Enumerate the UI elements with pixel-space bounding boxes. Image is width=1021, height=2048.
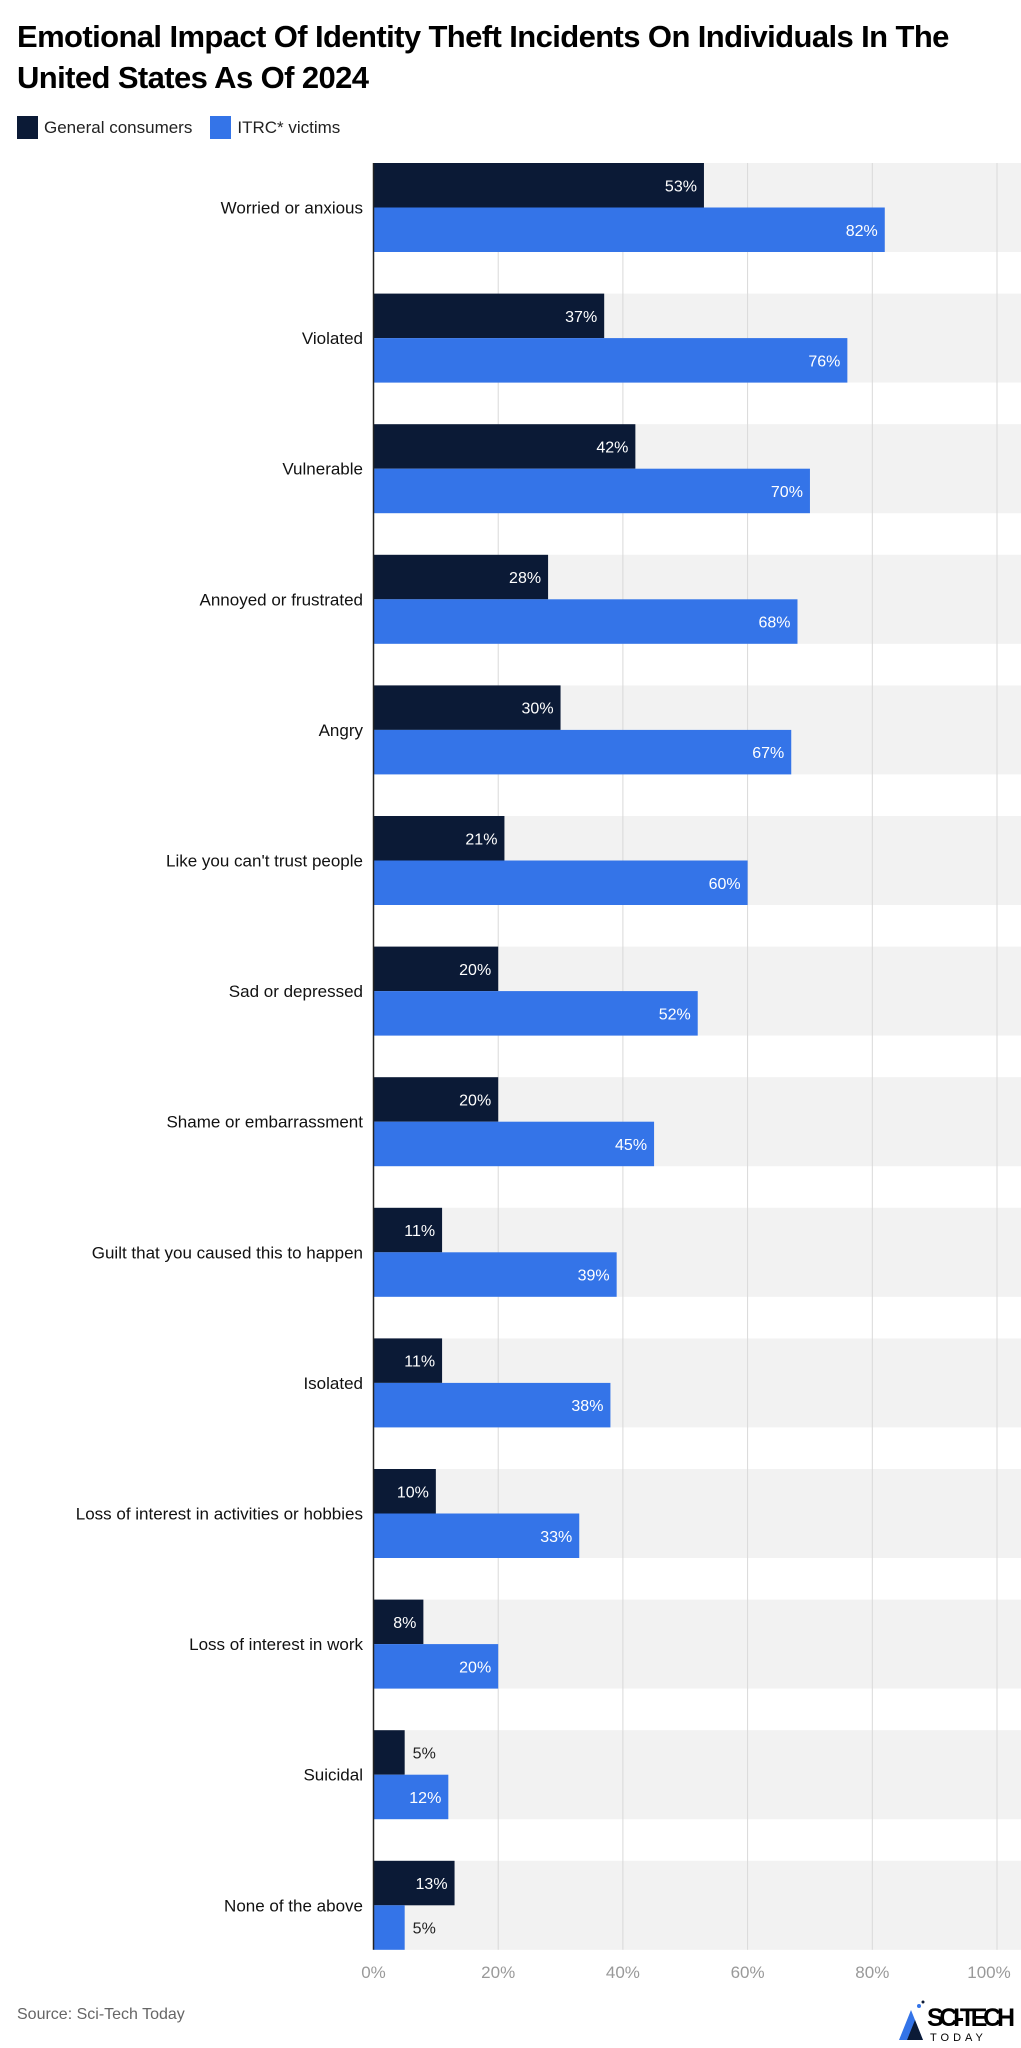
bar-general-consumers (373, 163, 704, 208)
bar-itrc-victims (373, 1121, 655, 1167)
row-band (373, 1730, 1021, 1820)
category-label: Isolated (303, 1374, 363, 1393)
data-label: 21% (465, 831, 497, 848)
category-label: Loss of interest in activities or hobbie… (76, 1505, 363, 1524)
category-label: None of the above (224, 1896, 363, 1915)
svg-text:TODAY: TODAY (930, 2032, 987, 2044)
data-label: 20% (459, 962, 491, 979)
x-tick-label: 80% (855, 1963, 889, 1982)
bar-itrc-victims (373, 599, 798, 644)
legend-label: General consumers (44, 117, 193, 137)
category-label: Suicidal (303, 1766, 363, 1785)
category-label: Shame or embarrassment (166, 1113, 363, 1132)
data-label: 33% (540, 1529, 572, 1546)
data-label: 20% (459, 1659, 491, 1676)
category-label: Angry (319, 721, 364, 740)
data-label: 13% (416, 1876, 448, 1893)
data-label: 12% (409, 1790, 441, 1807)
chart-title: Emotional Impact Of Identity Theft Incid… (17, 19, 949, 95)
data-label: 5% (413, 1745, 436, 1762)
bar-chart: 0% 20% 40% 60% 80% 100% Worried or anxious 53% 8… (76, 163, 1021, 1982)
sci-tech-logo: SCI-TECH TODAY (899, 2000, 1015, 2044)
x-tick-label: 40% (606, 1963, 640, 1982)
data-label: 76% (808, 353, 840, 370)
bar-itrc-victims (373, 468, 810, 514)
source-note: Source: Sci-Tech Today (17, 2006, 185, 2023)
category-label: Vulnerable (282, 460, 363, 479)
x-tick-label: 60% (731, 1963, 765, 1982)
bar-itrc-victims (373, 1905, 405, 1950)
bar-general-consumers (373, 1730, 405, 1775)
data-label: 68% (758, 615, 790, 632)
bar-general-consumers (373, 424, 636, 469)
legend-swatch (210, 116, 232, 139)
data-label: 10% (397, 1484, 429, 1501)
bar-itrc-victims (373, 1252, 617, 1297)
legend: General consumers ITRC* victims (17, 116, 358, 139)
legend-label: ITRC* victims (237, 117, 341, 137)
bar-general-consumers (373, 1599, 424, 1645)
data-label: 20% (459, 1092, 491, 1109)
svg-text:SCI-TECH: SCI-TECH (927, 2004, 1015, 2032)
bar-itrc-victims (373, 1774, 449, 1820)
x-tick-label: 20% (481, 1963, 515, 1982)
data-label: 70% (771, 484, 803, 501)
data-label: 8% (393, 1615, 416, 1632)
row-band (373, 1860, 1021, 1950)
bar-general-consumers (373, 1469, 436, 1514)
data-label: 37% (565, 309, 597, 326)
data-label: 11% (404, 1354, 435, 1371)
bar-itrc-victims (373, 1644, 499, 1689)
category-label: Violated (302, 329, 363, 348)
bar-itrc-victims (373, 1382, 611, 1428)
data-label: 42% (596, 439, 628, 456)
bar-general-consumers (373, 1338, 443, 1383)
legend-swatch (17, 116, 38, 139)
category-label: Loss of interest in work (189, 1635, 363, 1654)
x-tick-label: 100% (967, 1963, 1010, 1982)
data-label: 45% (615, 1137, 647, 1154)
bar-general-consumers (373, 685, 561, 730)
bar-itrc-victims (373, 991, 698, 1036)
bar-itrc-victims (373, 207, 885, 252)
category-label: Like you can't trust people (166, 852, 363, 871)
bar-general-consumers (373, 1860, 455, 1906)
bar-itrc-victims (373, 338, 848, 383)
legend-item-general: General consumers (17, 116, 192, 139)
bar-itrc-victims (373, 860, 748, 905)
bar-general-consumers (373, 1207, 443, 1253)
bar-general-consumers (373, 554, 549, 600)
bar-general-consumers (373, 816, 505, 861)
data-label: 38% (571, 1398, 603, 1415)
category-label: Guilt that you caused this to happen (92, 1243, 363, 1262)
data-label: 11% (404, 1223, 435, 1240)
data-label: 28% (509, 570, 541, 587)
category-label: Annoyed or frustrated (200, 590, 363, 609)
data-label: 52% (659, 1006, 691, 1023)
data-label: 39% (578, 1268, 610, 1285)
bar-general-consumers (373, 946, 499, 992)
bar-itrc-victims (373, 729, 792, 775)
bar-general-consumers (373, 293, 605, 339)
data-label: 30% (522, 701, 554, 718)
data-label: 5% (413, 1921, 436, 1938)
category-label: Sad or depressed (229, 982, 363, 1001)
category-label: Worried or anxious (221, 199, 363, 218)
data-label: 82% (846, 223, 878, 240)
data-label: 60% (709, 876, 741, 893)
bar-general-consumers (373, 1077, 499, 1122)
x-tick-label: 0% (361, 1963, 386, 1982)
bar-itrc-victims (373, 1513, 580, 1558)
data-label: 53% (665, 178, 697, 195)
legend-item-itrc: ITRC* victims (210, 116, 340, 139)
data-label: 67% (752, 745, 784, 762)
